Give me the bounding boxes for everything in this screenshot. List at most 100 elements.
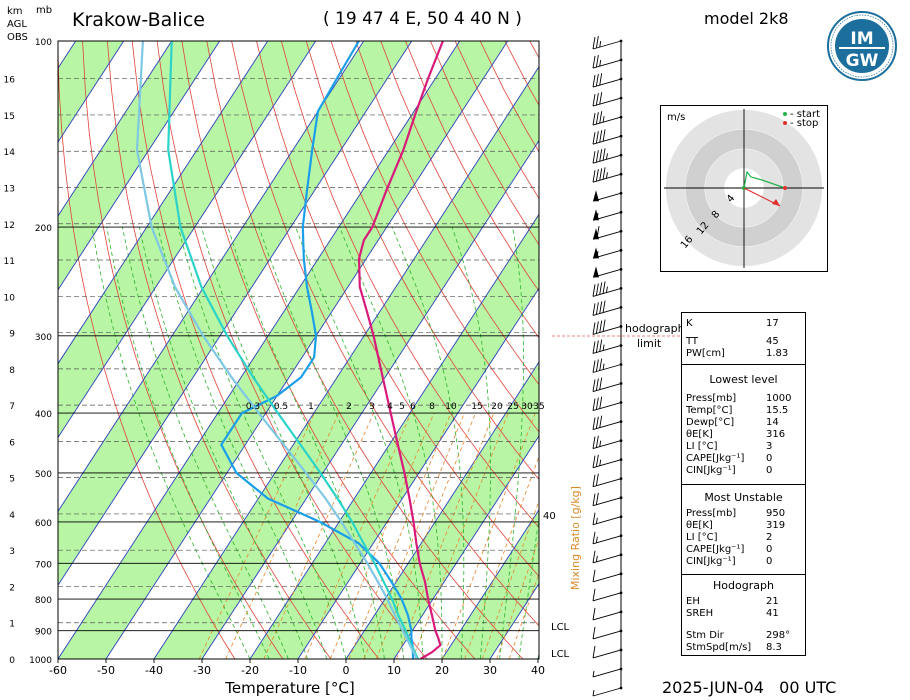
mixing-ratio-line <box>375 412 476 659</box>
wind-barb-dot <box>619 553 623 557</box>
wind-barb-full <box>595 302 599 315</box>
wind-barb-staff <box>592 326 622 335</box>
lcl-label-upper: LCL <box>551 622 570 633</box>
wind-barb-full <box>595 321 599 334</box>
temperature-tick-label: 30 <box>483 664 497 677</box>
moist-adiabat <box>258 226 404 659</box>
wind-barb-half <box>599 440 602 447</box>
wind-barb <box>592 667 623 678</box>
wind-barb-half <box>592 689 595 697</box>
temperature-band <box>58 41 508 659</box>
temperature-tick-label: 10 <box>387 664 401 677</box>
height-tick-label: 13 <box>4 184 15 194</box>
wind-barb-full <box>592 588 596 601</box>
wind-barb-staff <box>592 649 622 659</box>
isotherm-line <box>153 65 539 659</box>
wind-barb-full <box>592 132 596 145</box>
lowest-level-row-value-2: 14 <box>766 417 779 428</box>
wind-barb-dot <box>619 591 623 595</box>
dry-adiabat <box>231 41 539 627</box>
lowest-level-row-value-4: 3 <box>766 441 773 452</box>
pressure-tick-label: 100 <box>35 38 52 48</box>
tt-index-label: TT <box>686 336 699 347</box>
wind-barb <box>592 111 623 126</box>
wind-barb-full <box>592 113 596 126</box>
dry-adiabat <box>380 41 539 339</box>
wind-barb-full <box>595 283 599 296</box>
moist-adiabat <box>339 226 443 659</box>
isotherms <box>0 41 539 659</box>
wind-barb-half <box>592 670 595 678</box>
wind-barb <box>592 319 623 335</box>
dry-adiabat <box>405 41 539 292</box>
wind-barb-staff <box>592 78 622 88</box>
isotherm-line <box>58 41 269 365</box>
profile-line-0 <box>357 41 444 659</box>
wind-barb <box>592 226 623 240</box>
dry-adiabat <box>58 41 236 659</box>
isotherm-line <box>58 41 173 217</box>
lowest-level-row-value-0: 1000 <box>766 393 792 404</box>
most-unstable-row-label-0: Press[mb] <box>686 508 737 519</box>
height-tick-label: 3 <box>9 547 15 557</box>
isotherm-line <box>58 41 317 439</box>
wind-barb-staff <box>592 364 622 373</box>
lowest-level-row-label-4: LI [°C] <box>686 441 718 452</box>
wind-barb <box>592 73 623 88</box>
wind-barb-full <box>592 550 596 563</box>
dry-adiabat <box>828 41 910 659</box>
dry-adiabat <box>156 41 428 659</box>
wind-barb <box>592 645 623 659</box>
wind-barb-full <box>602 148 606 161</box>
tt-index-value: 45 <box>766 336 779 347</box>
wind-barb-full <box>592 74 596 88</box>
k-index-value: 17 <box>766 318 779 329</box>
wind-barb-staff <box>592 687 622 697</box>
height-tick-label: 9 <box>9 330 15 340</box>
wind-barb-staff <box>592 287 622 297</box>
wind-barb-full <box>592 417 596 430</box>
dry-adiabat <box>280 41 539 529</box>
mixing-ratio-line <box>412 412 509 659</box>
wind-barb-full <box>595 492 599 505</box>
mixing-ratio-line <box>363 412 465 659</box>
wind-barb <box>592 129 623 145</box>
wind-barb <box>592 588 623 602</box>
wind-barb-pennant <box>593 190 599 202</box>
wind-barb-staff <box>592 154 622 164</box>
isotherm-line <box>0 41 28 659</box>
wind-barb <box>592 550 623 564</box>
height-tick-label: 6 <box>9 438 15 448</box>
height-tick-label: 2 <box>9 583 15 593</box>
wind-barb-full <box>592 379 596 392</box>
wind-barb-staff <box>592 116 622 126</box>
temperature-tick-label: -20 <box>241 664 259 677</box>
most-unstable-row-value-2: 2 <box>766 532 773 543</box>
wind-barb <box>592 473 623 488</box>
wind-barb-full <box>592 398 596 411</box>
wind-barb-full <box>599 168 603 181</box>
lowest-level-title: Lowest level <box>709 373 778 386</box>
height-tick-label: 15 <box>4 112 15 122</box>
hodograph-stats-row-label-3: StmSpd[m/s] <box>686 642 752 653</box>
wind-barb-staff <box>592 497 622 507</box>
hodograph-stats-row-label-0: EH <box>686 596 700 607</box>
mixing-ratio-line <box>481 499 539 659</box>
wind-barb <box>592 339 623 354</box>
wind-barb <box>592 92 623 107</box>
moist-adiabat <box>106 226 270 659</box>
wind-barb-full <box>599 358 603 371</box>
model-name: model 2k8 <box>704 9 789 28</box>
wind-barb <box>592 415 623 431</box>
most-unstable-panel: Most Unstable Press[mb] 950 θE[K] 319 LI [°C… <box>681 484 806 575</box>
wind-barb <box>592 492 623 507</box>
height-tick-label: 8 <box>9 366 15 376</box>
wind-barb-staff <box>592 478 622 488</box>
isotherm-line <box>58 41 461 659</box>
mixing-ratio-label: 6 <box>410 402 416 412</box>
wind-barb <box>592 686 623 697</box>
wind-barb-full <box>592 626 596 639</box>
wind-barb-full <box>602 300 606 313</box>
